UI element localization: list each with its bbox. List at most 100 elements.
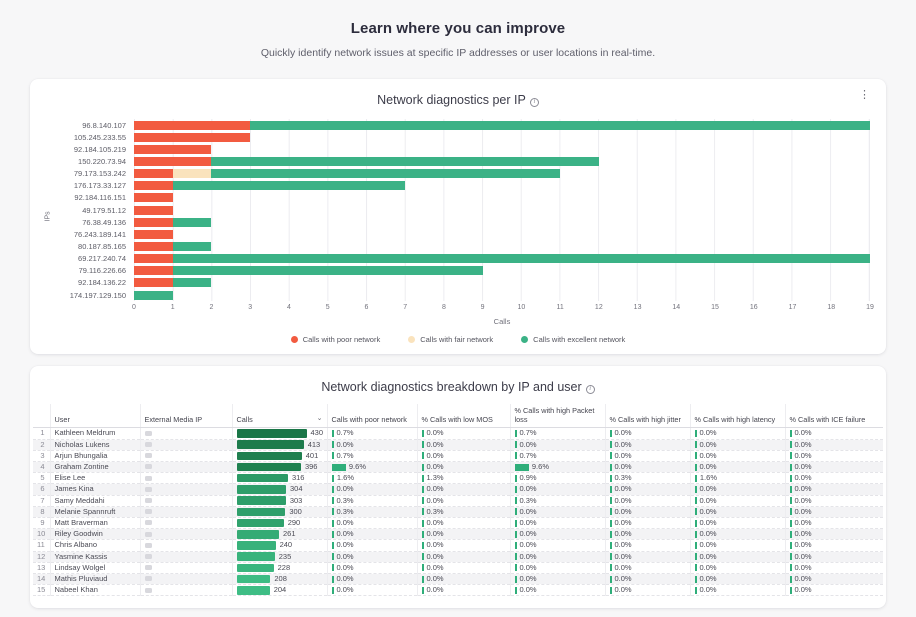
ip-label: 176.173.33.127 — [73, 181, 126, 191]
legend-item[interactable]: Calls with fair network — [408, 335, 493, 344]
row-number: 2 — [33, 439, 50, 451]
bar-track — [134, 241, 870, 251]
user-cell: Mathis Pluviaud — [49, 573, 140, 586]
pct-wrap: 1.3% — [421, 473, 506, 483]
pct-cell-ice: 0.0% — [784, 472, 883, 485]
pct-cell-latency: 0.0% — [689, 450, 785, 462]
sort-chevron-icon[interactable]: ⌄ — [316, 415, 323, 423]
calls-cell: 261 — [231, 528, 327, 541]
column-header-calls-with-low-mos[interactable]: % Calls with low MOS — [416, 404, 510, 429]
bar-track — [134, 120, 870, 130]
pct-value: 0.0% — [699, 439, 717, 449]
pct-value: 0.0% — [614, 551, 632, 561]
pct-mini-bar — [609, 541, 612, 549]
legend-item[interactable]: Calls with poor network — [290, 335, 380, 344]
info-icon[interactable]: i — [529, 97, 539, 107]
chart-row: 76.38.49.136 — [46, 216, 870, 228]
pct-cell-ice: 0.0% — [784, 562, 883, 574]
table-row[interactable]: 1 Kathleen Meldrum 430 0.7% 0.0% 0.7% 0.0% 0.0%… — [33, 427, 883, 440]
table-row[interactable]: 15 Nabeel Khan 204 0.0% 0.0% 0.0% 0.0% 0.0% 0.0% — [33, 584, 883, 597]
pct-cell-ice: 0.0% — [784, 528, 883, 541]
column-header-calls-with-high-jitter[interactable]: % Calls with high jitter — [604, 404, 690, 429]
bar-track — [134, 205, 870, 215]
pct-cell-latency: 0.0% — [689, 461, 785, 474]
pct-mini-bar — [609, 485, 612, 493]
calls-bar-wrap: 208 — [236, 574, 323, 584]
hidden-ip-icon — [144, 520, 152, 526]
column-header-external-media-ip[interactable]: External Media IP — [139, 404, 232, 429]
pct-wrap: 0.0% — [694, 518, 781, 528]
kebab-menu-icon[interactable]: ⋮ — [859, 89, 870, 101]
x-tick-label: 16 — [749, 304, 758, 312]
external-media-ip-cell — [139, 427, 232, 440]
table-card: Network diagnostics breakdown by IP and … — [30, 366, 886, 609]
ip-label: 69.217.240.74 — [78, 254, 126, 264]
pct-value: 0.3% — [336, 506, 354, 516]
calls-bar — [236, 574, 271, 584]
column-header-label: % Calls with ICE failure — [789, 415, 866, 425]
pct-mini-bar — [331, 575, 334, 583]
table-row[interactable]: 10 Riley Goodwin 261 0.0% 0.0% 0.0% 0.0% 0.0% 0.… — [33, 528, 883, 541]
pct-value: 0.0% — [614, 484, 632, 494]
legend-item[interactable]: Calls with excellent network — [521, 335, 625, 344]
pct-mini-bar — [789, 508, 792, 516]
calls-value: 304 — [289, 484, 303, 494]
pct-value: 0.0% — [336, 540, 354, 550]
table-row[interactable]: 9 Matt Braverman 290 0.0% 0.0% 0.0% 0.0% 0.0% 0.… — [33, 517, 883, 530]
info-icon[interactable]: i — [585, 384, 595, 394]
pct-value: 0.0% — [336, 439, 354, 449]
table-row[interactable]: 12 Yasmine Kassis 235 0.0% 0.0% 0.0% 0.0% 0.0% 0… — [33, 551, 883, 563]
pct-value: 0.7% — [336, 428, 354, 438]
user-cell: Kathleen Meldrum — [49, 427, 140, 440]
table-row[interactable]: 7 Samy Meddahi 303 0.3% 0.0% 0.3% 0.0% 0.0% 0.0% — [33, 495, 883, 507]
bar-track — [134, 181, 870, 191]
x-axis-label: Calls — [493, 317, 511, 327]
table-row[interactable]: 13 Lindsay Wolgel 228 0.0% 0.0% 0.0% 0.0% 0.0% 0… — [33, 562, 883, 574]
table-row[interactable]: 8 Melanie Spannruft 300 0.3% 0.3% 0.0% 0.0% 0.0… — [33, 506, 883, 518]
table-row[interactable]: 6 James Kina 304 0.0% 0.0% 0.0% 0.0% 0.0% 0.0% — [33, 483, 883, 496]
row-number: 15 — [33, 584, 50, 597]
table-row[interactable]: 4 Graham Zontine 396 9.6% 0.0% 9.6% 0.0% 0.0% 0.… — [33, 461, 883, 474]
column-header-calls-with-poor-network[interactable]: Calls with poor network — [326, 404, 417, 429]
pct-value: 0.0% — [519, 517, 537, 527]
pct-cell-jitter: 0.0% — [604, 427, 690, 440]
calls-bar-wrap: 228 — [236, 563, 323, 573]
pct-mini-bar — [421, 474, 424, 482]
pct-mini-bar — [694, 429, 697, 437]
column-header-calls-with-ice-failure[interactable]: % Calls with ICE failure — [784, 404, 883, 429]
pct-value: 0.3% — [336, 495, 354, 505]
calls-cell: 401 — [231, 450, 327, 462]
table-row[interactable]: 5 Elise Lee 316 1.6% 1.3% 0.9% 0.3% 1.6% 0.0% — [33, 472, 883, 485]
user-cell: Nabeel Khan — [49, 584, 140, 597]
pct-wrap: 0.0% — [421, 440, 506, 450]
pct-mini-bar — [331, 452, 334, 460]
pct-wrap: 0.3% — [514, 496, 601, 506]
table-row[interactable]: 11 Chris Albano 240 0.0% 0.0% 0.0% 0.0% 0.0% 0.0… — [33, 539, 883, 552]
calls-cell: 303 — [231, 495, 327, 507]
pct-cell-latency: 0.0% — [689, 439, 785, 451]
pct-value: 9.6% — [348, 461, 366, 471]
calls-bar — [236, 541, 276, 550]
x-tick-label: 10 — [517, 304, 526, 312]
pct-cell-jitter: 0.0% — [604, 551, 690, 563]
column-header-calls-with-high-latency[interactable]: % Calls with high latency — [689, 404, 785, 429]
table-row[interactable]: 3 Arjun Bhungalia 401 0.7% 0.0% 0.7% 0.0% 0.0% 0… — [33, 450, 883, 462]
pct-wrap: 0.0% — [514, 552, 601, 562]
pct-cell-ice: 0.0% — [784, 495, 883, 507]
column-header-calls[interactable]: Calls ⌄ — [231, 404, 327, 429]
column-header-user[interactable]: User — [49, 404, 140, 429]
pct-wrap: 0.0% — [694, 428, 781, 438]
pct-wrap: 0.0% — [331, 540, 413, 550]
table-row[interactable]: 14 Mathis Pluviaud 208 0.0% 0.0% 0.0% 0.0% 0.0%… — [33, 573, 883, 586]
row-number: 8 — [33, 506, 50, 518]
pct-cell-latency: 0.0% — [689, 495, 785, 507]
legend-dot-icon — [521, 336, 529, 344]
column-header-calls-with-high-packet-loss[interactable]: % Calls with high Packet loss — [509, 404, 605, 429]
pct-mini-bar — [421, 508, 424, 516]
pct-wrap: 0.7% — [331, 451, 413, 461]
chart-card: Network diagnostics per IP i ⋮ IPs 96.8.1… — [30, 79, 886, 355]
user-cell: Graham Zontine — [49, 461, 140, 474]
chart-legend: Calls with poor network Calls with fair n… — [46, 335, 870, 344]
pct-value: 0.0% — [426, 540, 444, 550]
table-row[interactable]: 2 Nicholas Lukens 413 0.0% 0.0% 0.0% 0.0% 0.0% 0… — [33, 439, 883, 451]
